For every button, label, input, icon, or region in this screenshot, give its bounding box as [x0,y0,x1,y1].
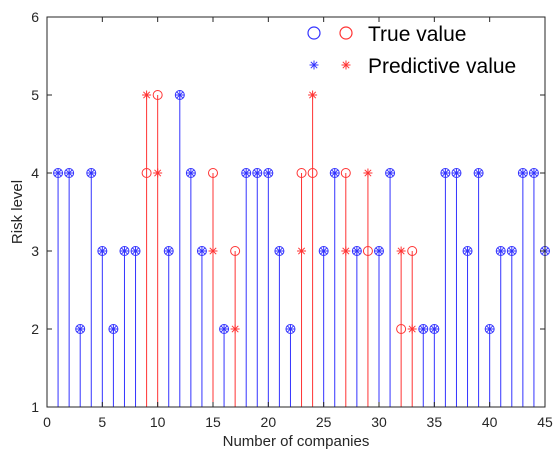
y-tick-label: 6 [31,9,39,25]
true-value-point-15 [208,168,218,178]
legend-pred-marker-blue [309,60,319,70]
predictive-value-point-26 [330,168,340,178]
x-tick-label: 45 [537,414,553,430]
y-tick-label: 2 [31,321,39,337]
predictive-value-point-1 [53,168,63,178]
predictive-value-point-17 [230,324,240,334]
stems-layer [57,95,546,407]
true-value-point-27 [340,168,351,178]
predictive-value-point-12 [175,90,185,100]
predictive-value-point-8 [131,246,141,256]
predictive-value-point-3 [75,324,85,334]
predictive-value-point-40 [485,324,495,334]
x-tick-label: 5 [98,414,106,430]
predictive-value-point-42 [507,246,517,256]
x-tick-label: 0 [43,414,51,430]
predictive-value-point-11 [164,246,174,256]
predictive-value-point-18 [241,168,251,178]
predictive-value-point-33 [407,324,417,334]
true-value-point-24 [307,168,318,178]
predictive-value-point-22 [285,324,295,334]
y-tick-label: 1 [31,399,39,415]
legend-pred-marker-red [341,60,351,70]
predictive-value-point-31 [385,168,395,178]
predictive-value-point-5 [97,246,107,256]
y-axis-label: Risk level [9,180,26,244]
predictive-value-point-9 [142,90,152,100]
predictive-value-point-20 [263,168,273,178]
predictive-value-point-28 [352,246,362,256]
predictive-value-point-39 [474,168,484,178]
predictive-value-point-43 [518,168,528,178]
predictive-value-point-7 [119,246,129,256]
predictive-value-point-32 [396,246,406,256]
predictive-value-point-27 [341,246,351,256]
predictive-value-point-36 [440,168,450,178]
predictive-value-point-29 [363,168,373,178]
x-tick-label: 10 [150,414,166,430]
x-tick-label: 40 [482,414,498,430]
predictive-value-point-6 [108,324,118,334]
predictive-value-point-35 [429,324,439,334]
predictive-value-point-24 [308,90,318,100]
markers-layer [53,90,550,334]
x-tick-label: 35 [427,414,443,430]
predictive-value-point-2 [64,168,74,178]
plot-frame [46,16,546,408]
legend-true-marker-red [339,26,353,40]
true-value-point-29 [362,246,373,256]
predictive-value-point-15 [208,246,218,256]
predictive-value-point-4 [86,168,96,178]
x-tick-label: 15 [205,414,221,430]
y-tick-label: 4 [31,165,39,181]
legend: True value Predictive value [307,23,516,78]
y-tick-label: 5 [31,87,39,103]
x-tick-label: 30 [371,414,387,430]
true-value-point-33 [407,246,418,256]
x-tick-label: 20 [261,414,277,430]
predictive-value-point-25 [319,246,329,256]
true-value-point-17 [230,246,241,256]
true-value-point-32 [396,324,407,334]
predictive-value-point-23 [297,246,307,256]
predictive-value-point-13 [186,168,196,178]
true-value-point-9 [141,168,152,178]
predictive-value-point-34 [418,324,428,334]
predictive-value-point-14 [197,246,207,256]
legend-pred-label: Predictive value [368,55,516,78]
predictive-value-point-37 [451,168,461,178]
x-axis-label: Number of companies [223,433,370,450]
predictive-value-point-41 [496,246,506,256]
predictive-value-point-10 [153,168,163,178]
predictive-value-point-21 [274,246,284,256]
true-value-point-10 [152,90,163,100]
legend-true-marker-blue [307,26,321,40]
predictive-value-point-38 [463,246,473,256]
y-tick-label: 3 [31,243,39,259]
predictive-value-point-44 [529,168,539,178]
predictive-value-point-19 [252,168,262,178]
legend-star-red-shape [341,60,351,70]
predictive-value-point-30 [374,246,384,256]
x-tick-label: 25 [316,414,332,430]
true-value-point-23 [296,168,307,178]
legend-true-label: True value [368,23,466,46]
predictive-value-point-16 [219,324,229,334]
legend-star-blue-shape [309,60,319,70]
